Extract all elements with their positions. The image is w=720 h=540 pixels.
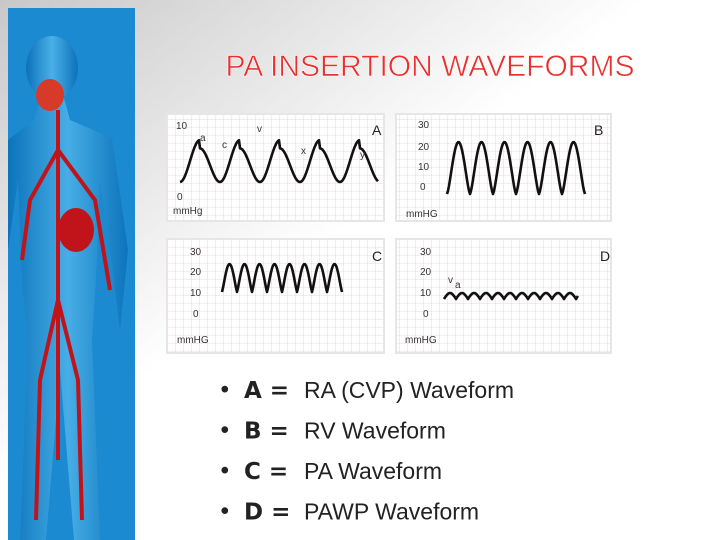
wave-label: y [360,150,365,161]
axis-label: 30 [420,247,432,258]
waveform [445,140,587,196]
bullet-dot: • [218,378,232,404]
axis-label: 10 [420,288,432,299]
axis-label: 20 [190,267,202,278]
axis-label: mmHG [405,335,437,346]
body-illustration [8,8,135,540]
heart [58,208,94,252]
panel-label: B [594,122,603,138]
axis-label: 20 [420,267,432,278]
vessels [20,110,112,521]
waveform-panel: 10 0 mmHg a c v x y A [166,113,385,222]
panel-grid [168,115,383,220]
bullet-key: D = [244,500,290,526]
waveform [220,262,344,294]
waveform-panel: 30 20 10 0 mmHG B [395,113,612,222]
heart-small [36,79,64,111]
bullet-text: RA (CVP) Waveform [304,377,514,403]
waveform-panels: 10 0 mmHg a c v x y A 30 20 10 0 mmHG B 30 20 10 0 mmHG C 30 2… [166,113,612,354]
axis-label: mmHg [173,206,202,217]
wave-label: a [200,133,206,144]
waveform [442,291,580,301]
wave-label: v [257,124,262,135]
axis-label: 0 [193,309,199,320]
bullet-list: • A = RA (CVP) Waveform • B = RV Waveform • C =… [218,377,514,526]
bullet-dot: • [218,459,232,485]
wave-label: v [448,275,453,286]
axis-label: 30 [190,247,202,258]
bullet-key: A = [244,378,289,404]
axis-label: 0 [423,309,429,320]
waveform-panel: 30 20 10 0 mmHG C [166,238,385,354]
bullet-dot: • [218,419,232,445]
axis-label: 30 [418,120,430,131]
panel-label: A [372,122,382,138]
panel-grid [397,115,610,220]
slide-title: PA INSERTION WAVEFORMS [226,50,635,83]
bullet-text: PA Waveform [304,458,442,484]
bullet-text: RV Waveform [304,418,446,444]
panel-grid [168,240,383,352]
axis-label: 0 [177,192,183,203]
axis-label: mmHG [406,209,438,220]
wave-label: x [301,146,306,157]
wave-label: a [455,280,461,291]
waveform-panel: 30 20 10 0 mmHG v a D [395,238,612,354]
panel-label: D [600,248,610,264]
panel-label: C [372,248,382,264]
head [26,36,78,100]
bullet-dot: • [218,500,232,526]
axis-label: 10 [190,288,202,299]
axis-label: 0 [420,182,426,193]
bullet-key: C = [244,459,288,485]
waveform [179,139,379,184]
axis-label: 10 [418,162,430,173]
axis-label: 10 [176,121,188,132]
bullet-text: PAWP Waveform [304,499,479,525]
axis-label: mmHG [177,335,209,346]
wave-label: c [222,140,227,151]
axis-label: 20 [418,142,430,153]
bullet-key: B = [244,419,289,445]
